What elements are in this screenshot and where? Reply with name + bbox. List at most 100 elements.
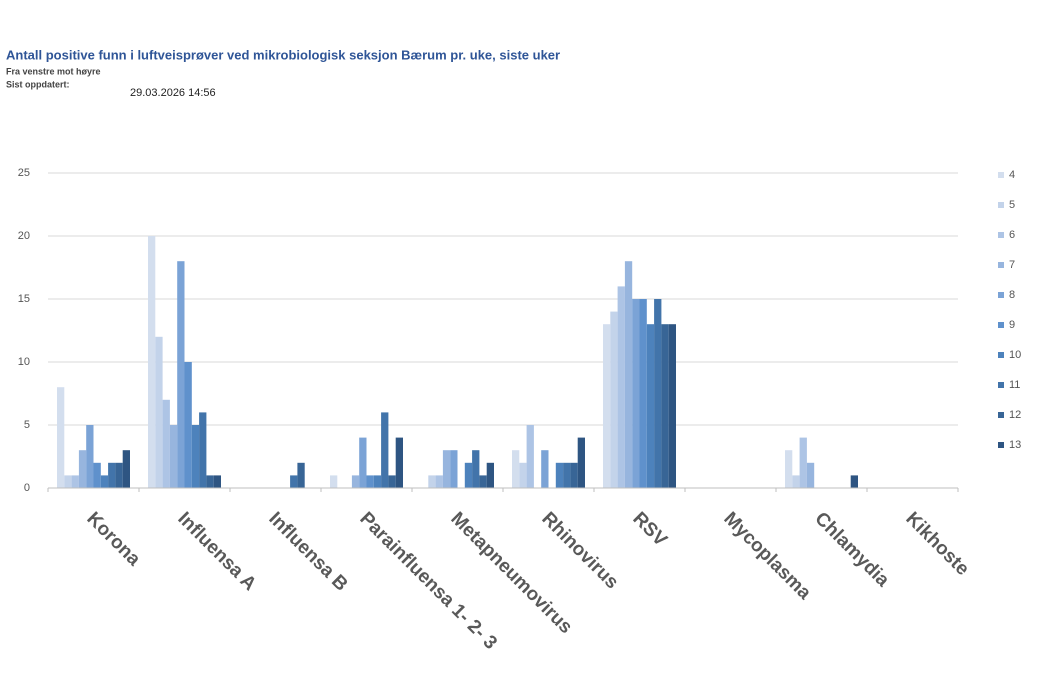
bar [435,475,443,488]
bar [381,412,389,488]
x-tick-label: Kikhoste [901,508,973,580]
y-tick-label: 10 [18,356,30,368]
bar [442,450,451,488]
bar [654,299,662,488]
bar [806,462,815,488]
bar [668,324,676,488]
updated-label: Sist oppdatert: [6,79,70,89]
bar [184,362,192,488]
bar [526,425,534,488]
x-tick-label: Chlamydia [810,508,893,591]
bar [191,425,200,488]
legend-swatch [998,352,1004,358]
bar [177,261,185,488]
legend-label: 6 [1009,229,1015,241]
bar [115,462,123,488]
bar [799,437,807,488]
bar [563,462,571,488]
x-tick-label: RSV [628,508,671,551]
bar [555,462,564,488]
bar [472,450,480,488]
bar [639,299,647,488]
legend-label: 5 [1009,199,1015,211]
legend-label: 4 [1009,169,1015,181]
bar [206,475,214,488]
legend-swatch [998,382,1004,388]
bar [632,299,640,488]
bar [388,475,396,488]
bar [624,261,633,488]
legend-swatch [998,172,1004,178]
legend-label: 12 [1009,409,1021,421]
bar [169,425,178,488]
legend-label: 7 [1009,259,1015,271]
legend-label: 11 [1009,379,1020,391]
y-tick-label: 5 [24,419,30,431]
legend-label: 10 [1009,349,1021,361]
legend-swatch [998,232,1004,238]
bar [155,336,163,488]
y-tick-label: 15 [18,293,30,305]
x-tick-label: Mycoplasma [719,508,815,604]
bar [373,475,382,488]
bar [570,462,578,488]
legend-label: 8 [1009,289,1015,301]
bar [78,450,87,488]
legend-swatch [998,442,1004,448]
bar [464,462,473,488]
bar [512,450,520,488]
legend-label: 13 [1009,439,1021,451]
bar [108,462,116,488]
bar [148,236,156,488]
bar [86,425,94,488]
bar [850,475,858,488]
bar [100,475,109,488]
bar [213,475,221,488]
bar [351,475,360,488]
bar [450,450,458,488]
bar [577,437,585,488]
x-tick-label: Influensa B [264,508,351,595]
bar [366,475,374,488]
bar [603,324,611,488]
legend-swatch [998,262,1004,268]
bar [122,450,130,488]
bar [785,450,793,488]
legend-swatch [998,322,1004,328]
bar [395,437,403,488]
legend-label: 9 [1009,319,1015,331]
bar [290,475,298,488]
x-tick-label: Influensa A [173,508,260,595]
legend-swatch [998,292,1004,298]
bar [64,475,72,488]
bar [486,462,494,488]
bar [617,286,625,488]
y-tick-label: 0 [24,482,30,494]
y-tick-label: 20 [18,230,30,242]
bar [646,324,655,488]
bar [71,475,79,488]
x-tick-label: Rhinovirus [537,508,622,593]
bar [792,475,800,488]
x-tick-label: Korona [82,508,144,570]
bar [162,399,170,488]
bar [610,311,618,488]
bar [359,437,367,488]
bar [479,475,487,488]
bar [93,462,101,488]
bar [428,475,436,488]
legend-swatch [998,412,1004,418]
bar [297,462,305,488]
bar [330,475,338,488]
bar [57,387,65,488]
updated: 29.03.2026 14:56 [130,87,216,99]
chart-title: Antall positive funn i luftveisprøver ve… [6,47,560,62]
bar [519,462,527,488]
bar [199,412,207,488]
bar [661,324,669,488]
bar [541,450,549,488]
y-tick-label: 25 [18,167,30,179]
legend-swatch [998,202,1004,208]
subtitle: Fra venstre mot høyre [6,66,101,76]
